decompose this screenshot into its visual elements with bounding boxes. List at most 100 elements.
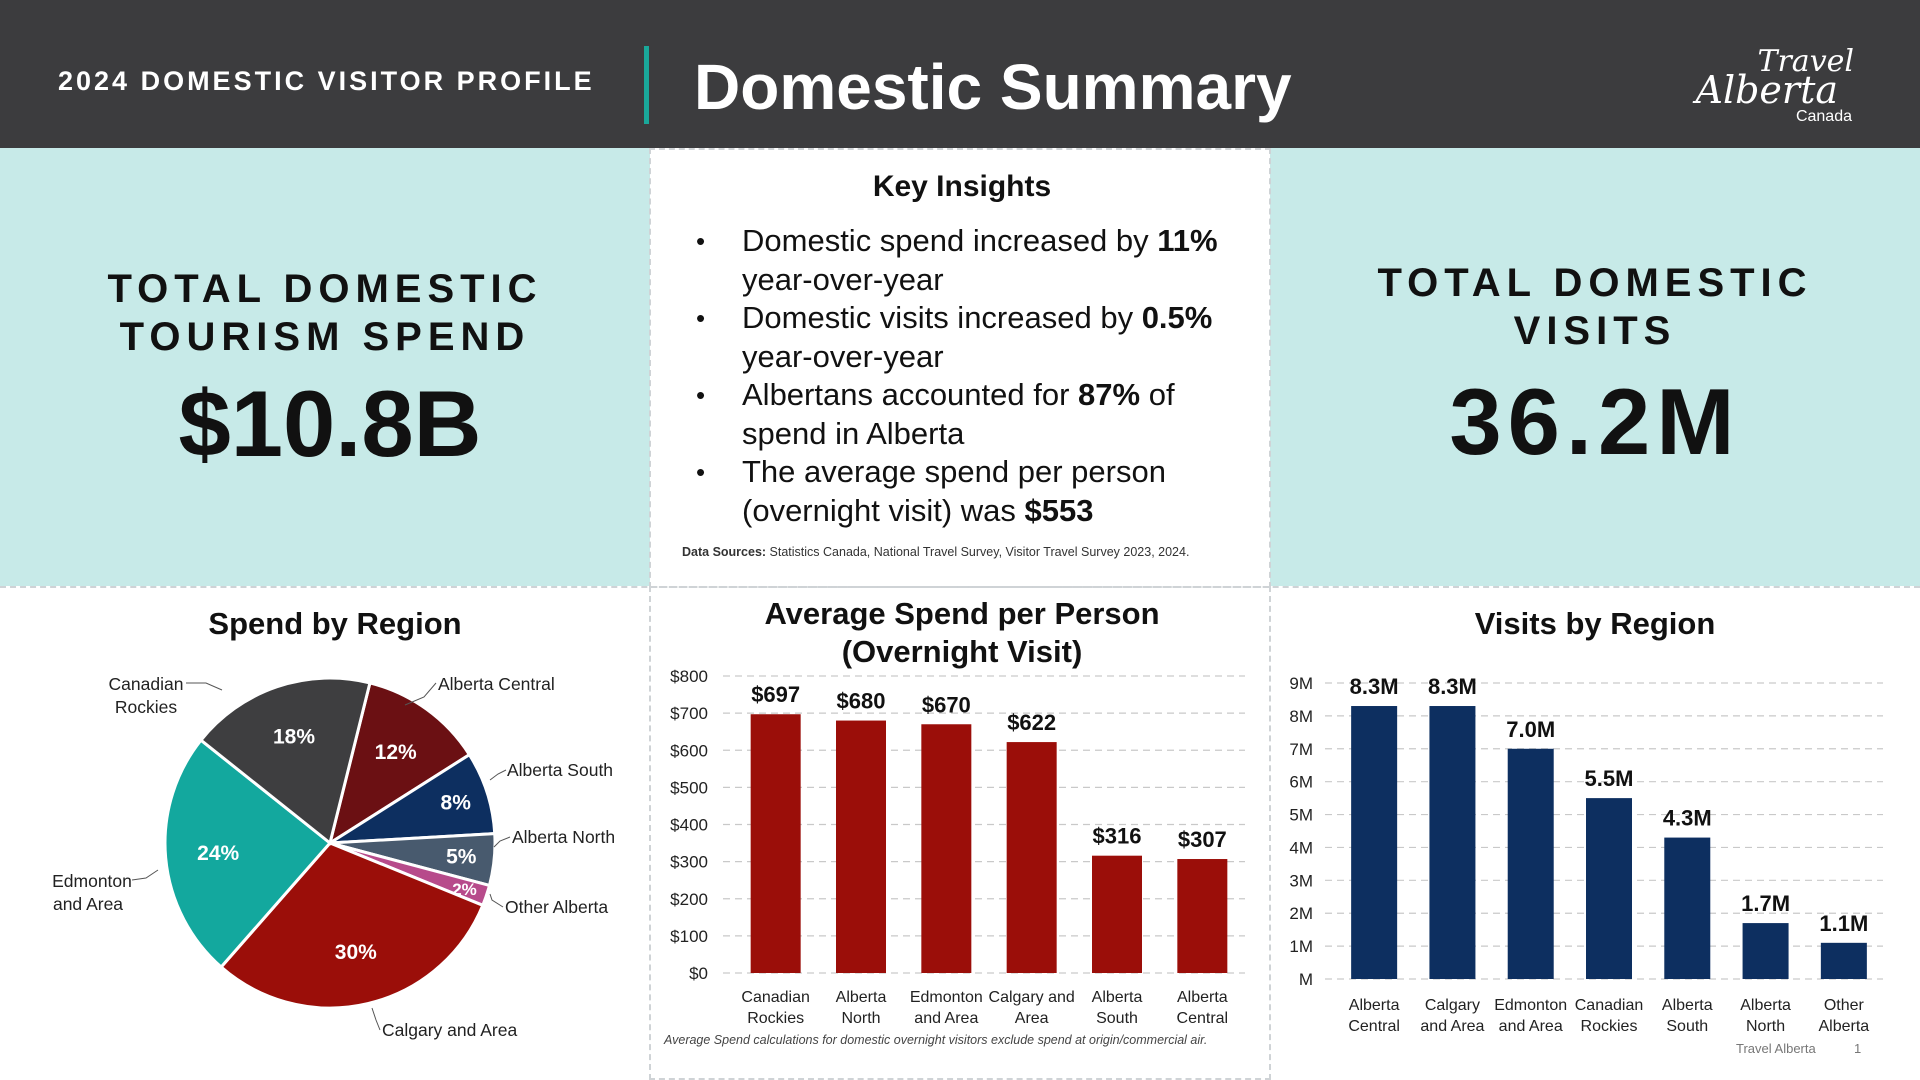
pie-value-label: 18%	[273, 726, 315, 749]
data-sources: Data Sources: Statistics Canada, Nationa…	[682, 545, 1189, 559]
pie-leader-line	[489, 769, 507, 781]
y-tick-label: $600	[670, 741, 708, 760]
page-number: 1	[1854, 1041, 1862, 1056]
y-tick-label: 4M	[1289, 838, 1313, 857]
avg-spend-title: Average Spend per Person (Overnight Visi…	[652, 595, 1272, 671]
bar-value-label: $622	[1007, 710, 1056, 735]
visits-kpi-value: 36.2M	[1449, 369, 1741, 474]
logo-line-3: Canada	[1795, 108, 1852, 125]
y-tick-label: 9M	[1289, 674, 1313, 693]
insight-highlight: $553	[1024, 492, 1094, 528]
pie-category-label: Alberta North	[512, 827, 615, 847]
y-tick-label: $100	[670, 927, 708, 946]
spend-kpi-value: $10.8B	[178, 371, 482, 476]
data-sources-label: Data Sources:	[682, 545, 767, 559]
x-category-label: Alberta	[1819, 1018, 1870, 1035]
x-category-label: Canadian	[741, 989, 810, 1006]
pie-leader-line	[489, 893, 504, 908]
x-category-label: and Area	[1499, 1018, 1563, 1035]
bar-canadian-rockies	[750, 714, 801, 973]
pie-category-label: Calgary and Area	[382, 1020, 517, 1040]
avg-spend-title-line-2: (Overnight Visit)	[841, 634, 1083, 669]
visits-kpi-label-line-2: VISITS	[1513, 309, 1677, 353]
x-category-label: Edmonton	[1494, 997, 1567, 1014]
y-tick-label: 3M	[1289, 871, 1313, 890]
bar-calgary-and-area	[1429, 706, 1476, 979]
bar-alberta-central	[1177, 859, 1228, 973]
pie-value-label: 24%	[197, 842, 239, 865]
y-tick-label: M	[1299, 970, 1313, 989]
bottom-row-border	[0, 586, 1920, 1080]
pie-category-label: Canadian	[109, 674, 184, 694]
travel-alberta-logo: Travel Alberta Canada	[1678, 42, 1868, 128]
x-category-label: Alberta	[1092, 989, 1143, 1006]
x-category-label: Alberta	[1349, 997, 1400, 1014]
visits-kpi-panel	[1270, 148, 1920, 586]
y-tick-label: 7M	[1289, 740, 1313, 759]
bar-value-label: 8.3M	[1428, 674, 1477, 699]
x-category-label: Alberta	[1662, 997, 1713, 1014]
bar-canadian-rockies	[1586, 798, 1632, 979]
bar-calgary-and-area	[1006, 742, 1057, 973]
logo-line-2: Alberta	[1695, 68, 1839, 112]
bar-alberta-south	[1664, 837, 1711, 979]
visits-by-region-title: Visits by Region	[1474, 606, 1716, 641]
y-tick-label: $200	[670, 890, 708, 909]
pie-leader-line	[131, 869, 159, 881]
bar-alberta-north	[836, 720, 886, 973]
insight-text: of spend in Alberta	[742, 377, 1175, 451]
insight-text: Domestic visits increased by	[742, 300, 1142, 335]
pie-leader-line	[404, 682, 437, 706]
footer-credit: Travel Alberta	[1736, 1041, 1816, 1056]
y-tick-label: 2M	[1289, 904, 1313, 923]
report-subtitle: 2024 DOMESTIC VISITOR PROFILE	[58, 66, 595, 96]
x-category-label: and Area	[914, 1010, 978, 1027]
insight-item: The average spend per person (overnight …	[690, 453, 1250, 530]
x-category-label: South	[1666, 1018, 1708, 1035]
x-category-label: Canadian	[1575, 997, 1644, 1014]
data-sources-text: Statistics Canada, National Travel Surve…	[766, 545, 1190, 559]
visits-kpi-label: TOTAL DOMESTIC VISITS	[1270, 259, 1920, 355]
x-category-label: Calgary and	[989, 989, 1075, 1006]
bar-value-label: 5.5M	[1585, 766, 1634, 791]
x-category-label: Central	[1348, 1018, 1400, 1035]
bar-value-label: $680	[837, 689, 886, 714]
pie-leader-line	[493, 836, 511, 848]
insight-text: The average spend per person (overnight …	[742, 454, 1166, 528]
avg-spend-footnote: Average Spend calculations for domestic …	[664, 1033, 1208, 1047]
y-tick-label: 6M	[1289, 773, 1313, 792]
insight-text: year-over-year	[742, 261, 944, 297]
insight-highlight: 87%	[1078, 377, 1141, 412]
bar-value-label: 1.1M	[1819, 911, 1868, 936]
x-category-label: and Area	[1420, 1018, 1484, 1035]
bar-edmonton-and-area	[921, 724, 972, 973]
pie-category-label: Other Alberta	[505, 897, 608, 917]
insight-item: Albertans accounted for 87% of spend in …	[690, 376, 1250, 453]
y-tick-label: $300	[670, 853, 708, 872]
pie-slice-alberta-central	[327, 681, 472, 847]
pie-slice-canadian-rockies	[198, 676, 372, 846]
pie-slice-calgary-and-area	[219, 841, 485, 1010]
bar-value-label: 7.0M	[1506, 717, 1555, 742]
key-insights-title: Key Insights	[872, 170, 1052, 203]
key-insights-list: Domestic spend increased by 11% year-ove…	[690, 222, 1250, 530]
x-category-label: North	[841, 1010, 880, 1027]
avg-spend-title-line-1: Average Spend per Person	[764, 596, 1160, 631]
insight-item: Domestic spend increased by 11% year-ove…	[690, 222, 1250, 299]
x-category-label: Rockies	[1581, 1018, 1638, 1035]
insight-highlight: 0.5%	[1141, 300, 1213, 335]
bar-value-label: $316	[1093, 824, 1142, 849]
pie-value-label: 8%	[441, 792, 472, 815]
bar-other-alberta	[1820, 942, 1867, 979]
header-divider	[644, 46, 649, 124]
bar-value-label: $307	[1178, 827, 1227, 852]
bar-value-label: 8.3M	[1350, 674, 1399, 699]
x-category-label: Area	[1015, 1010, 1049, 1027]
pie-category-label: Alberta South	[507, 760, 613, 780]
pie-value-label: 30%	[335, 941, 377, 964]
pie-category-label: and Area	[53, 894, 123, 914]
x-category-label: Edmonton	[910, 989, 983, 1006]
bar-edmonton-and-area	[1507, 748, 1554, 979]
insight-text: year-over-year	[742, 338, 944, 374]
